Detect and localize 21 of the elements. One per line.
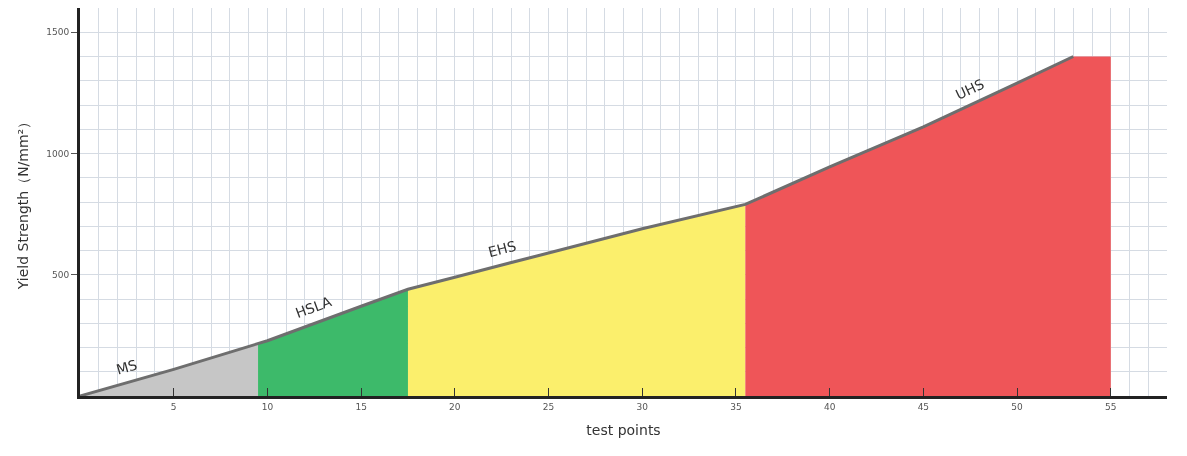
x-tick-label: 25 — [542, 401, 555, 412]
text: HSLA — [293, 293, 334, 322]
y-tick-label: 1500 — [46, 27, 70, 38]
x-tick-label: 35 — [730, 401, 742, 412]
y-tick-label: 500 — [52, 269, 70, 280]
text: MS — [114, 356, 139, 378]
x-tick-label: 20 — [449, 401, 461, 412]
x-tick-label: 30 — [636, 401, 649, 412]
x-tick-label: 40 — [823, 401, 836, 412]
y-tick-label: 1000 — [46, 148, 70, 159]
x-tick-label: 50 — [1011, 401, 1024, 412]
text: EHS — [486, 237, 518, 261]
line-series — [80, 55, 1075, 396]
x-axis-title: test points — [586, 422, 661, 439]
x-tick-label: 15 — [355, 401, 367, 412]
x-tick-label: 10 — [261, 401, 274, 412]
x-tick-label: 45 — [917, 401, 930, 412]
y-axis-title: Yield Strength（N/mm²） — [14, 114, 31, 291]
x-tick-label: 5 — [170, 401, 177, 412]
x-tick-label: 55 — [1105, 401, 1117, 412]
text: UHS — [953, 75, 987, 103]
